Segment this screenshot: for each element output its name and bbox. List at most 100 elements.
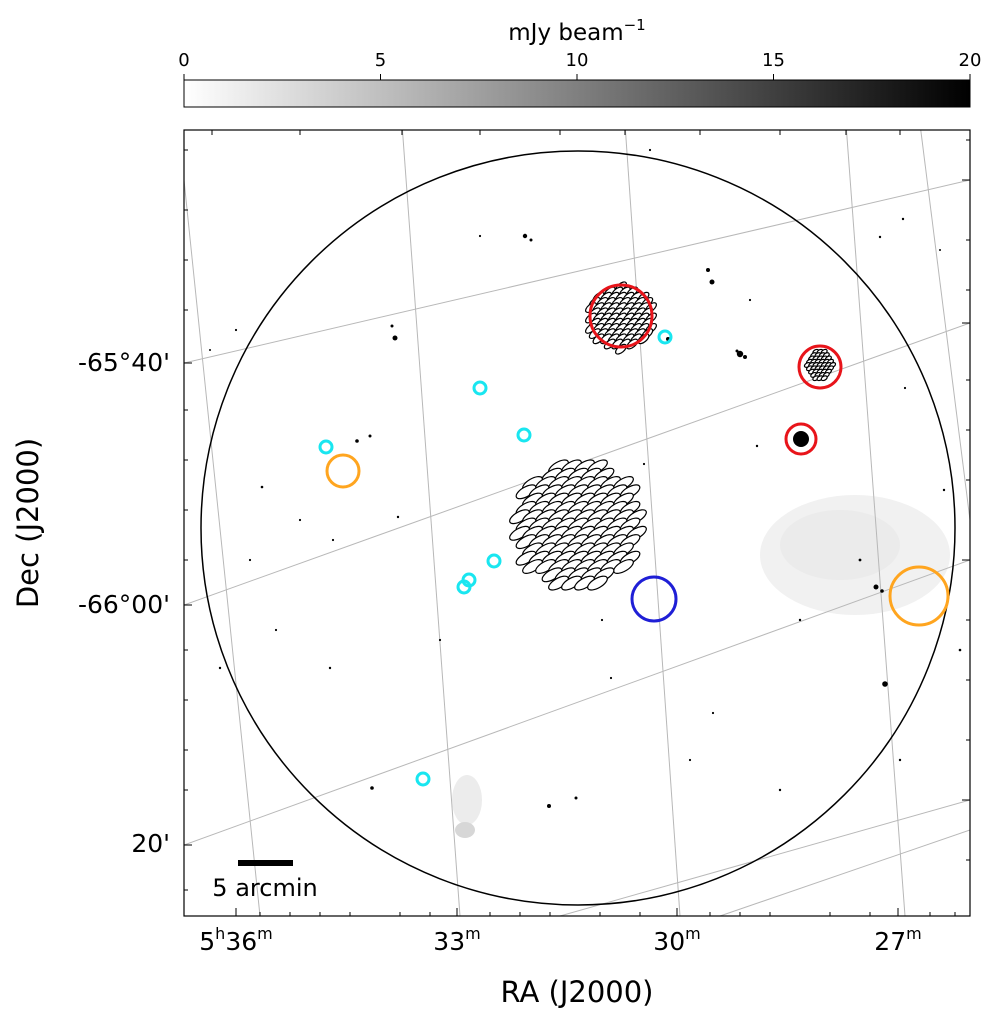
- point-source: [209, 349, 211, 351]
- scale-bar-label: 5 arcmin: [212, 874, 317, 902]
- point-source: [331, 538, 335, 542]
- ra-grid-line: [845, 130, 906, 916]
- point-source: [743, 355, 747, 359]
- point-source: [709, 279, 715, 285]
- beam-ellipse: [548, 575, 569, 591]
- compact-sources: [209, 148, 962, 808]
- point-source: [903, 386, 907, 390]
- point-source: [873, 584, 879, 590]
- ra-tick-label: 27m: [874, 924, 921, 956]
- point-source: [735, 349, 739, 353]
- dec-grid-line: [559, 799, 970, 916]
- point-source: [522, 233, 528, 239]
- cyan-circle: [318, 439, 334, 455]
- point-source: [901, 217, 905, 221]
- dec-grid-line: [184, 179, 970, 364]
- orange-circle: [325, 453, 361, 489]
- point-source: [898, 758, 902, 762]
- point-source: [858, 558, 862, 562]
- point-source: [942, 488, 946, 492]
- point-source: [396, 515, 400, 519]
- cyan-circle: [516, 427, 532, 443]
- colorbar-label: mJy beam−1: [508, 16, 645, 46]
- point-source: [328, 666, 332, 670]
- beam-ellipse: [541, 567, 563, 583]
- ra-tick-label: 30m: [653, 924, 700, 956]
- point-source: [529, 238, 533, 242]
- scale-bar-line: [238, 860, 293, 866]
- diffuse-blob-south: [452, 775, 482, 825]
- point-source: [688, 758, 692, 762]
- colorbar-gradient: [183, 79, 971, 108]
- point-source: [880, 589, 884, 593]
- point-source: [648, 148, 652, 152]
- beam-ellipse: [535, 559, 556, 574]
- point-source: [392, 335, 398, 341]
- point-source: [260, 485, 264, 489]
- ra-tick-label: 33m: [433, 924, 480, 956]
- axis-minor-ticks: [184, 130, 970, 916]
- beam-ellipse: [587, 575, 608, 591]
- point-source: [355, 439, 359, 443]
- beam-ellipse: [561, 575, 582, 591]
- ra-grid-line: [401, 130, 461, 916]
- orange-circle: [888, 565, 950, 627]
- point-source: [298, 518, 302, 522]
- beam-mosaics: [509, 281, 837, 591]
- point-source: [234, 328, 238, 332]
- point-source: [248, 558, 252, 562]
- point-source: [939, 249, 941, 251]
- point-source: [368, 434, 372, 438]
- point-source: [609, 676, 613, 680]
- point-source: [274, 628, 278, 632]
- point-source: [878, 235, 882, 239]
- dec-tick-labels: -65°40' -66°00' 20': [78, 348, 170, 858]
- red-circle: [797, 344, 843, 390]
- colorbar-ticks: 0 5 10 15 20: [178, 50, 981, 80]
- ra-tick-labels: 5h36m 33m 30m 27m: [199, 924, 921, 956]
- colorbar-tick-label: 15: [762, 50, 785, 71]
- point-source: [778, 788, 782, 792]
- colorbar-tick-label: 10: [566, 50, 589, 71]
- beam-ellipse: [509, 509, 530, 525]
- plot-frame: [183, 129, 971, 917]
- beam-ellipse: [515, 484, 537, 500]
- x-axis-label: RA (J2000): [500, 975, 653, 1009]
- blue-circle: [630, 575, 678, 623]
- beam-ellipse: [509, 525, 530, 541]
- dec-tick-label: -66°00': [78, 590, 170, 619]
- y-axis-label: Dec (J2000): [11, 438, 45, 608]
- colorbar-tick-label: 0: [178, 50, 189, 71]
- point-source: [882, 681, 888, 687]
- red-circle: [784, 422, 818, 456]
- primary-beam-circle: [200, 150, 956, 906]
- beam-ellipse: [515, 534, 537, 550]
- point-source: [547, 804, 551, 808]
- beam-ellipse: [515, 550, 537, 566]
- beam-mosaic-central: [509, 459, 647, 591]
- point-source: [370, 786, 374, 790]
- point-source: [798, 618, 802, 622]
- diffuse-nebula-east-core: [780, 510, 900, 580]
- cyan-circle: [472, 380, 488, 396]
- scale-bar: 5 arcmin: [212, 860, 318, 902]
- point-source: [642, 462, 646, 466]
- colorbar-tick-label: 5: [375, 50, 386, 71]
- ra-tick-label: 5h36m: [199, 924, 272, 956]
- point-source: [755, 444, 759, 448]
- point-source: [574, 796, 578, 800]
- point-source: [600, 618, 604, 622]
- dec-tick-label: -65°40': [78, 348, 170, 377]
- diffuse-blob-south-core: [455, 822, 475, 838]
- plot-area: 5 arcmin: [183, 129, 971, 917]
- point-source: [711, 711, 715, 715]
- marker-circles: [318, 283, 950, 787]
- point-source: [438, 638, 442, 642]
- beam-ellipse: [522, 559, 543, 574]
- colorbar-tick-label: 20: [959, 50, 982, 71]
- beam-ellipse: [820, 375, 828, 382]
- point-source: [706, 268, 710, 272]
- dec-grid-line: [719, 829, 970, 916]
- point-source: [390, 324, 394, 328]
